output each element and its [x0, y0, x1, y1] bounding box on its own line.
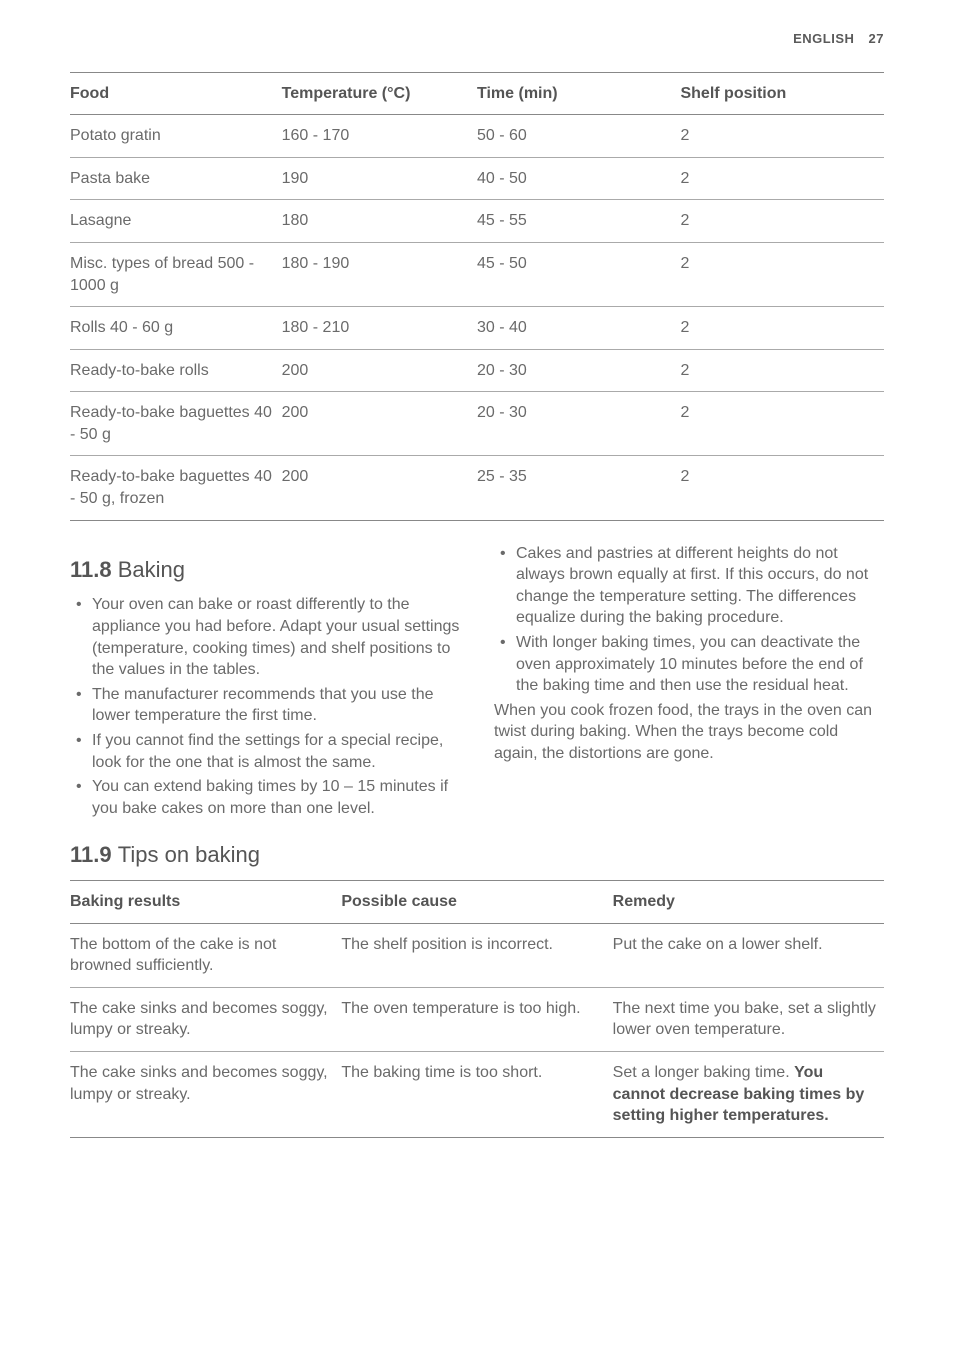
cell-results: The cake sinks and becomes soggy, lumpy … — [70, 1051, 341, 1137]
table-row: Misc. types of bread 500 - 1000 g180 - 1… — [70, 242, 884, 306]
table-cell: Ready-to-bake rolls — [70, 349, 282, 392]
table-row: The cake sinks and becomes soggy, lumpy … — [70, 987, 884, 1051]
table-cell: 200 — [282, 392, 477, 456]
table-cell: 2 — [680, 115, 884, 158]
table-cell: Ready-to-bake baguettes 40 - 50 g, froze… — [70, 456, 282, 520]
frozen-food-note: When you cook frozen food, the trays in … — [494, 700, 884, 765]
table-cell: Rolls 40 - 60 g — [70, 307, 282, 350]
table-cell: 2 — [680, 242, 884, 306]
table-cell: 2 — [680, 349, 884, 392]
table-cell: Pasta bake — [70, 157, 282, 200]
table-cell: 30 - 40 — [477, 307, 681, 350]
section-heading-baking: 11.8 Baking — [70, 555, 460, 585]
table-cell: 180 - 210 — [282, 307, 477, 350]
table-row: Potato gratin160 - 17050 - 602 — [70, 115, 884, 158]
table-cell: Ready-to-bake baguettes 40 - 50 g — [70, 392, 282, 456]
table-row: Ready-to-bake baguettes 40 - 50 g20020 -… — [70, 392, 884, 456]
table-header-row: Food Temperature (°C) Time (min) Shelf p… — [70, 72, 884, 115]
table-cell: 2 — [680, 200, 884, 243]
table-cell: 45 - 50 — [477, 242, 681, 306]
cell-cause: The baking time is too short. — [341, 1051, 612, 1137]
col-cause: Possible cause — [341, 880, 612, 923]
right-column: Cakes and pastries at different heights … — [494, 543, 884, 823]
language-label: ENGLISH — [793, 31, 854, 46]
left-column: 11.8 Baking Your oven can bake or roast … — [70, 543, 460, 823]
baking-section: 11.8 Baking Your oven can bake or roast … — [70, 543, 884, 823]
list-item: The manufacturer recommends that you use… — [70, 684, 460, 727]
table-cell: 160 - 170 — [282, 115, 477, 158]
list-item: With longer baking times, you can deacti… — [494, 632, 884, 697]
col-remedy: Remedy — [613, 880, 884, 923]
left-bullet-list: Your oven can bake or roast differently … — [70, 594, 460, 819]
table-cell: 20 - 30 — [477, 392, 681, 456]
section-title: Baking — [118, 557, 185, 582]
section-title: Tips on baking — [118, 842, 260, 867]
table-cell: 2 — [680, 307, 884, 350]
table-row: Lasagne18045 - 552 — [70, 200, 884, 243]
table-cell: Potato gratin — [70, 115, 282, 158]
table-row: Rolls 40 - 60 g180 - 21030 - 402 — [70, 307, 884, 350]
table-cell: 190 — [282, 157, 477, 200]
cooking-table: Food Temperature (°C) Time (min) Shelf p… — [70, 72, 884, 521]
right-bullet-list: Cakes and pastries at different heights … — [494, 543, 884, 697]
cell-remedy: Set a longer baking time. You cannot dec… — [613, 1051, 884, 1137]
table-cell: Misc. types of bread 500 - 1000 g — [70, 242, 282, 306]
table-row: The cake sinks and becomes soggy, lumpy … — [70, 1051, 884, 1137]
page-number: 27 — [869, 31, 884, 46]
table-cell: 2 — [680, 456, 884, 520]
table-cell: 200 — [282, 456, 477, 520]
tips-table: Baking results Possible cause Remedy The… — [70, 880, 884, 1138]
list-item: Cakes and pastries at different heights … — [494, 543, 884, 629]
table-cell: 50 - 60 — [477, 115, 681, 158]
list-item: If you cannot find the settings for a sp… — [70, 730, 460, 773]
table-cell: 20 - 30 — [477, 349, 681, 392]
cell-results: The cake sinks and becomes soggy, lumpy … — [70, 987, 341, 1051]
table-cell: 2 — [680, 392, 884, 456]
cell-remedy: The next time you bake, set a slightly l… — [613, 987, 884, 1051]
table-cell: 45 - 55 — [477, 200, 681, 243]
table-cell: 200 — [282, 349, 477, 392]
section-number: 11.8 — [70, 557, 112, 582]
section-number: 11.9 — [70, 842, 112, 867]
table-cell: 180 - 190 — [282, 242, 477, 306]
cell-cause: The oven temperature is too high. — [341, 987, 612, 1051]
table-row: Pasta bake19040 - 502 — [70, 157, 884, 200]
cell-cause: The shelf position is incorrect. — [341, 923, 612, 987]
table-cell: 180 — [282, 200, 477, 243]
table-row: Ready-to-bake rolls20020 - 302 — [70, 349, 884, 392]
col-results: Baking results — [70, 880, 341, 923]
section-heading-tips: 11.9 Tips on baking — [70, 840, 884, 870]
table-row: Ready-to-bake baguettes 40 - 50 g, froze… — [70, 456, 884, 520]
list-item: Your oven can bake or roast differently … — [70, 594, 460, 680]
col-shelf: Shelf position — [680, 72, 884, 115]
table-cell: Lasagne — [70, 200, 282, 243]
table-cell: 40 - 50 — [477, 157, 681, 200]
table-cell: 2 — [680, 157, 884, 200]
list-item: You can extend baking times by 10 – 15 m… — [70, 776, 460, 819]
col-temp: Temperature (°C) — [282, 72, 477, 115]
cell-results: The bottom of the cake is not browned su… — [70, 923, 341, 987]
table-cell: 25 - 35 — [477, 456, 681, 520]
cell-remedy: Put the cake on a lower shelf. — [613, 923, 884, 987]
col-time: Time (min) — [477, 72, 681, 115]
page-header: ENGLISH 27 — [70, 30, 884, 48]
table-row: The bottom of the cake is not browned su… — [70, 923, 884, 987]
remedy-text: Set a longer baking time. — [613, 1064, 794, 1081]
col-food: Food — [70, 72, 282, 115]
table-header-row: Baking results Possible cause Remedy — [70, 880, 884, 923]
